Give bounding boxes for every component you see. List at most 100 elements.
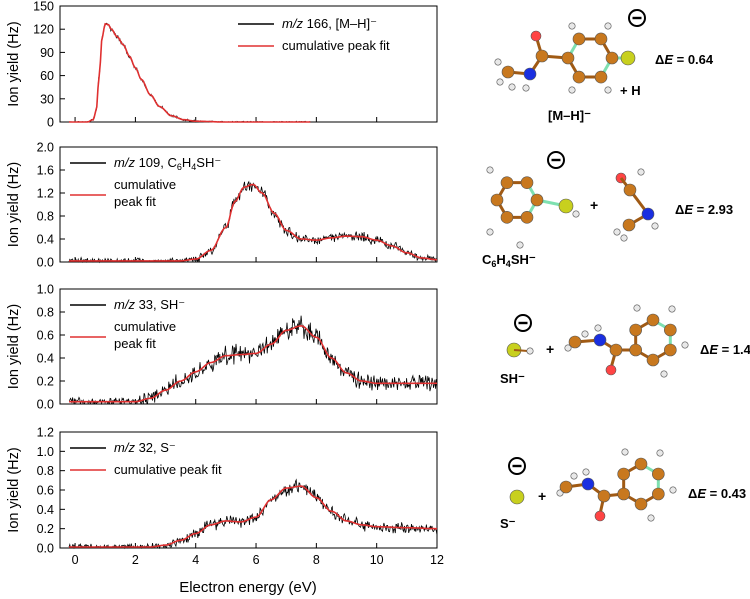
legend-fit-label: cumulative	[114, 177, 176, 192]
hydrogen-atom	[564, 344, 572, 352]
legend-fit-label: cumulative peak fit	[114, 462, 222, 477]
hydrogen-atom	[604, 22, 612, 30]
delta-e-label: ΔE = 1.45	[700, 342, 750, 357]
carbon-atom	[652, 487, 665, 501]
x-tick-label: 12	[430, 553, 444, 567]
hydrogen-atom	[516, 241, 524, 249]
x-axis-label: Electron energy (eV)	[179, 579, 317, 596]
carbon-atom	[520, 176, 534, 189]
carbon-atom	[634, 457, 648, 471]
y-tick-label: 0.4	[37, 503, 54, 517]
y-tick-label: 90	[40, 46, 54, 60]
y-tick-label: 150	[33, 0, 54, 14]
hydrogen-atom	[621, 448, 629, 456]
data-series-line	[68, 315, 438, 406]
y-tick-label: 0.0	[37, 398, 54, 412]
hydrogen-atom	[613, 228, 621, 236]
carbon-atom	[559, 480, 573, 494]
carbon-atom	[629, 343, 642, 357]
oxygen-atom	[594, 510, 606, 522]
carbon-atom	[664, 323, 677, 337]
y-tick-label: 2.0	[37, 141, 54, 155]
legend-data-label: m/z 32, S⁻	[114, 440, 176, 455]
panel-mz166: 0 30 60 90 120 150 Ion yield (Hz) m/z 166, [M–H…	[6, 0, 438, 130]
ion-label-s: S⁻	[500, 516, 516, 531]
carbon-atom	[634, 497, 648, 511]
y-axis-label: Ion yield (Hz)	[6, 162, 22, 247]
hydrogen-atom	[572, 210, 580, 218]
x-tick-label: 2	[132, 553, 139, 567]
nitrogen-atom	[593, 333, 607, 347]
carbon-atom	[617, 467, 630, 481]
y-tick-label: 1.6	[37, 164, 54, 178]
y-axis-label: Ion yield (Hz)	[6, 304, 22, 389]
x-tick-label: 0	[72, 553, 79, 567]
data-series-line	[68, 22, 311, 123]
nitrogen-atom	[581, 477, 595, 491]
legend-fit-label: cumulative peak fit	[282, 38, 390, 53]
carbon-atom	[572, 70, 586, 84]
y-tick-label: 0.6	[37, 484, 54, 498]
carbon-atom	[561, 51, 575, 65]
hydrogen-atom	[568, 22, 576, 30]
hydrogen-atom	[568, 86, 576, 94]
fit-series-line	[69, 22, 311, 123]
plot-frame	[59, 146, 438, 263]
carbon-atom	[617, 487, 630, 501]
x-tick-label: 4	[192, 553, 199, 567]
fit-series-line	[69, 183, 438, 262]
sulfur-atom	[620, 50, 636, 66]
bond	[513, 349, 529, 352]
ion-label-mh: [M–H]⁻	[548, 108, 591, 123]
y-tick-label: 0.0	[37, 256, 54, 270]
hydrogen-atom	[486, 166, 494, 174]
hydrogen-atom	[647, 514, 655, 522]
carbon-atom	[605, 51, 619, 65]
legend-fit-label: peak fit	[114, 336, 156, 351]
carbon-atom	[652, 467, 665, 481]
y-tick-label: 0.2	[37, 522, 54, 536]
ion-label-sh: SH⁻	[500, 371, 525, 386]
nitrogen-atom	[641, 207, 655, 221]
y-tick-label: 0.8	[37, 306, 54, 320]
plus-sign: +	[590, 197, 598, 213]
sulfur-atom	[509, 489, 525, 505]
y-tick-label: 0.4	[37, 233, 54, 247]
sulfur-atom	[558, 198, 574, 214]
hydrogen-atom	[522, 84, 530, 92]
y-axis-label: Ion yield (Hz)	[6, 447, 22, 532]
y-tick-label: 0.8	[37, 210, 54, 224]
y-tick-label: 120	[33, 23, 54, 37]
legend-fit-label: cumulative	[114, 319, 176, 334]
hydrogen-atom	[570, 472, 578, 480]
molecule-sh: + SH⁻ ΔE = 1.45	[500, 304, 750, 386]
carbon-atom	[609, 343, 623, 357]
legend-data-label: m/z 109, C6H4SH⁻	[114, 155, 221, 172]
legend-data-label: m/z 166, [M–H]⁻	[282, 16, 377, 31]
carbon-atom	[490, 193, 504, 207]
fit-series-line	[69, 324, 437, 403]
ion-label-c6h4sh: C6H4SH⁻	[482, 252, 536, 269]
hydrogen-atom	[637, 168, 645, 176]
panel-mz109: 0.0 0.4 0.8 1.2 1.6 2.0 Ion yield (Hz) m/z 109,…	[6, 141, 438, 270]
y-tick-label: 0.0	[37, 542, 54, 556]
plus-sign: +	[546, 341, 554, 357]
y-tick-label: 1.2	[37, 426, 54, 440]
y-tick-label: 0.6	[37, 329, 54, 343]
y-tick-label: 0.8	[37, 464, 54, 478]
plot-frame	[59, 288, 438, 405]
carbon-atom	[520, 211, 534, 224]
carbon-atom	[594, 70, 608, 84]
y-tick-label: 0.2	[37, 375, 54, 389]
x-tick-label: 6	[253, 553, 260, 567]
hydrogen-atom	[681, 341, 689, 349]
y-axis-label: Ion yield (Hz)	[6, 21, 22, 106]
carbon-atom	[501, 65, 515, 79]
carbon-atom	[622, 218, 636, 232]
delta-e-label: ΔE = 2.93	[675, 202, 733, 217]
y-tick-label: 30	[40, 92, 54, 106]
delta-e-label: ΔE = 0.43	[688, 486, 746, 501]
x-tick-label: 10	[370, 553, 384, 567]
hydrogen-atom	[604, 86, 612, 94]
hydrogen-atom	[496, 78, 504, 86]
